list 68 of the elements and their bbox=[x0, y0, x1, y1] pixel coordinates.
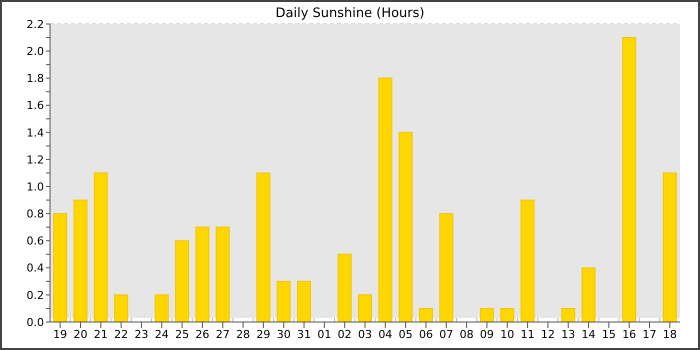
bar bbox=[439, 213, 454, 322]
bar bbox=[662, 172, 677, 322]
x-tick-label: 06 bbox=[418, 328, 433, 341]
x-tick-label: 11 bbox=[520, 328, 535, 341]
x-tick-label: 03 bbox=[358, 328, 372, 341]
bar bbox=[256, 172, 270, 322]
bar bbox=[94, 172, 108, 322]
x-tick-label: 14 bbox=[582, 328, 596, 341]
y-tick-label: 2.2 bbox=[26, 18, 44, 31]
y-tick-label: 1.8 bbox=[26, 72, 44, 86]
y-tick-label: 0.0 bbox=[26, 316, 44, 329]
x-tick-label: 19 bbox=[53, 328, 68, 341]
bar bbox=[358, 294, 372, 322]
bar bbox=[338, 254, 352, 322]
bar bbox=[561, 308, 576, 322]
x-tick-label: 21 bbox=[94, 328, 108, 341]
bar bbox=[418, 308, 433, 322]
bar bbox=[276, 280, 291, 322]
bar bbox=[114, 294, 128, 322]
x-tick-label: 12 bbox=[540, 328, 555, 341]
x-tick-label: 02 bbox=[338, 328, 352, 341]
bar bbox=[216, 226, 230, 322]
bar bbox=[154, 294, 169, 322]
x-tick-label: 28 bbox=[236, 328, 250, 341]
x-tick-label: 08 bbox=[460, 328, 474, 341]
bar bbox=[398, 132, 413, 322]
x-tick-label: 07 bbox=[439, 328, 454, 341]
x-tick-label: 24 bbox=[154, 328, 169, 341]
bar bbox=[622, 37, 636, 322]
y-tick-label: 1.0 bbox=[26, 180, 44, 194]
x-tick-label: 09 bbox=[480, 328, 494, 341]
bar bbox=[480, 308, 494, 322]
x-tick-label: 25 bbox=[175, 328, 190, 341]
x-tick-label: 31 bbox=[297, 328, 312, 341]
x-tick-label: 22 bbox=[114, 328, 128, 341]
bar bbox=[500, 308, 514, 322]
x-tick-label: 18 bbox=[662, 328, 677, 341]
x-tick-label: 10 bbox=[500, 328, 514, 341]
bar bbox=[195, 226, 210, 322]
y-tick-label: 0.4 bbox=[26, 262, 44, 275]
x-tick-label: 20 bbox=[73, 328, 88, 341]
bar bbox=[582, 267, 596, 322]
x-tick-label: 04 bbox=[378, 328, 392, 341]
y-tick-label: 0.6 bbox=[26, 234, 44, 248]
bar bbox=[297, 280, 312, 322]
y-tick-label: 0.8 bbox=[26, 208, 44, 221]
x-tick-label: 13 bbox=[561, 328, 576, 341]
x-tick-label: 16 bbox=[622, 328, 636, 341]
chart-title: Daily Sunshine (Hours) bbox=[276, 6, 424, 21]
y-tick-label: 2.0 bbox=[26, 44, 44, 58]
x-tick-label: 26 bbox=[195, 328, 210, 341]
x-tick-label: 01 bbox=[317, 328, 332, 341]
x-tick-label: 29 bbox=[256, 328, 270, 341]
x-tick-label: 27 bbox=[216, 328, 230, 341]
bar bbox=[378, 78, 392, 322]
x-tick-label: 17 bbox=[642, 328, 657, 341]
x-tick-label: 05 bbox=[398, 328, 413, 341]
y-tick-label: 1.6 bbox=[26, 99, 44, 112]
y-tick-label: 0.2 bbox=[26, 288, 44, 302]
bar bbox=[73, 200, 88, 322]
bar bbox=[53, 213, 68, 322]
x-tick-label: 30 bbox=[276, 328, 291, 341]
x-tick-label: 15 bbox=[602, 328, 616, 341]
y-tick-label: 1.4 bbox=[26, 126, 44, 140]
y-tick-label: 1.2 bbox=[26, 153, 44, 166]
x-tick-label: 23 bbox=[134, 328, 148, 341]
bar bbox=[520, 200, 535, 322]
bar bbox=[175, 240, 190, 322]
